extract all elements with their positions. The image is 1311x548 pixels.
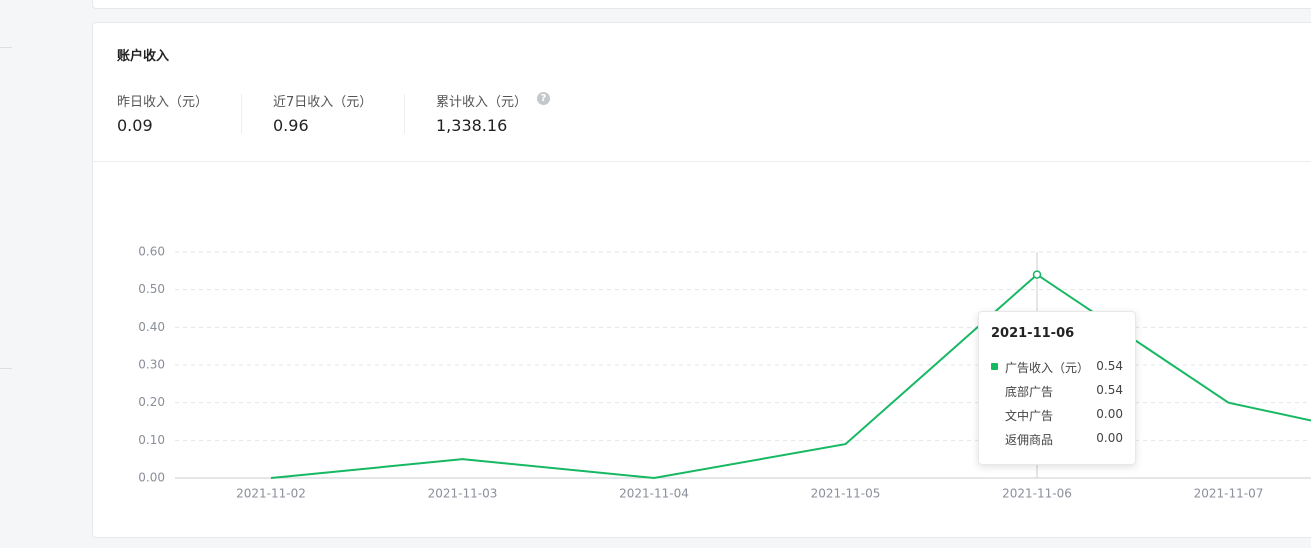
tooltip-value: 0.54: [1096, 359, 1123, 373]
separator: [93, 161, 1311, 162]
x-tick-label: 2021-11-04: [619, 487, 689, 501]
stat-divider: [404, 94, 405, 134]
tooltip: 2021-11-06 广告收入（元） 0.54 底部广告 0.54 文中广告 0…: [978, 311, 1136, 465]
tooltip-value: 0.00: [1096, 407, 1123, 421]
x-tick-label: 2021-11-02: [236, 487, 306, 501]
stat-value: 1,338.16: [436, 116, 508, 135]
y-tick-label: 0.10: [138, 433, 165, 447]
y-tick-label: 0.50: [138, 282, 165, 296]
card: [92, 0, 1311, 9]
tooltip-name: 广告收入（元）: [1005, 361, 1090, 375]
stat-label: 累计收入（元）: [436, 95, 528, 110]
y-tick-label: 0.40: [138, 320, 165, 334]
card-title: 账户收入: [117, 49, 170, 64]
stat-label: 昨日收入（元）: [117, 95, 209, 110]
tooltip-name: 文中广告: [1005, 409, 1054, 423]
tooltip-name: 返佣商品: [1005, 433, 1054, 447]
legend-marker: [991, 363, 998, 370]
tooltip-title: 2021-11-06: [991, 326, 1075, 341]
stat-value: 0.09: [117, 116, 153, 135]
stat-value: 0.96: [273, 116, 309, 135]
x-tick-label: 2021-11-03: [428, 487, 498, 501]
hover-point: [1032, 270, 1042, 279]
y-tick-label: 0.00: [138, 471, 165, 485]
x-tick-label: 2021-11-05: [811, 487, 881, 501]
stat-label: 近7日收入（元）: [273, 95, 373, 110]
sidebar-divider: [0, 47, 12, 48]
tooltip-name: 底部广告: [1005, 385, 1054, 399]
x-tick-label: 2021-11-06: [1002, 487, 1072, 501]
y-tick-label: 0.30: [138, 358, 165, 372]
stat-divider: [241, 94, 242, 134]
y-tick-label: 0.60: [138, 245, 165, 259]
sidebar-divider: [0, 368, 12, 369]
tooltip-value: 0.54: [1096, 383, 1123, 397]
line: [270, 273, 1311, 480]
help-icon[interactable]: ?: [537, 92, 550, 105]
x-tick-label: 2021-11-07: [1194, 487, 1264, 501]
y-tick-label: 0.20: [138, 395, 165, 409]
tooltip-value: 0.00: [1096, 431, 1123, 445]
